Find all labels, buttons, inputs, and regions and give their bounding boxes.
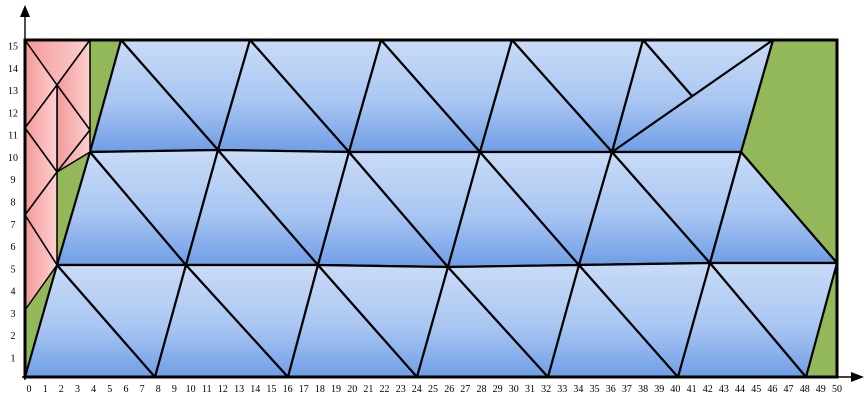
x-tick-label: 14 bbox=[250, 384, 260, 395]
x-tick-label: 16 bbox=[283, 384, 293, 395]
x-tick-label: 8 bbox=[156, 384, 161, 395]
x-tick-label: 24 bbox=[412, 384, 422, 395]
y-tick-label: 7 bbox=[11, 220, 16, 231]
x-tick-label: 20 bbox=[347, 384, 357, 395]
blue-triangle-35 bbox=[708, 261, 839, 379]
x-tick-label: 41 bbox=[687, 384, 697, 395]
x-tick-label: 37 bbox=[622, 384, 632, 395]
x-tick-label: 49 bbox=[816, 384, 826, 395]
x-tick-label: 19 bbox=[331, 384, 341, 395]
x-tick-label: 32 bbox=[541, 384, 551, 395]
y-tick-label: 6 bbox=[11, 242, 16, 253]
x-axis-ticks: 0 1 2 3 4 5 6 7 8 9 10 11 12 13 14 15 16 17 18 19 20 21 22 23 24… bbox=[27, 384, 843, 395]
y-tick-label: 13 bbox=[8, 86, 18, 97]
x-tick-label: 10 bbox=[186, 384, 196, 395]
y-tick-label: 14 bbox=[8, 64, 18, 75]
y-tick-label: 9 bbox=[11, 175, 16, 186]
x-tick-label: 31 bbox=[525, 384, 535, 395]
x-tick-label: 25 bbox=[428, 384, 438, 395]
x-tick-label: 0 bbox=[27, 384, 32, 395]
x-tick-label: 22 bbox=[380, 384, 390, 395]
y-tick-label: 2 bbox=[11, 331, 16, 342]
x-tick-label: 42 bbox=[703, 384, 713, 395]
y-tick-label: 1 bbox=[11, 354, 16, 365]
x-tick-label: 45 bbox=[751, 384, 761, 395]
y-tick-label: 5 bbox=[11, 264, 16, 275]
x-tick-label: 17 bbox=[299, 384, 309, 395]
x-tick-label: 36 bbox=[606, 384, 616, 395]
x-tick-label: 5 bbox=[107, 384, 112, 395]
x-tick-label: 35 bbox=[590, 384, 600, 395]
x-tick-label: 7 bbox=[140, 384, 145, 395]
y-tick-label: 12 bbox=[8, 108, 18, 119]
x-tick-label: 44 bbox=[735, 384, 745, 395]
x-tick-label: 46 bbox=[767, 384, 777, 395]
x-tick-label: 15 bbox=[266, 384, 276, 395]
x-tick-label: 29 bbox=[493, 384, 503, 395]
x-tick-label: 3 bbox=[75, 384, 80, 395]
x-tick-label: 34 bbox=[573, 384, 583, 395]
y-tick-label: 10 bbox=[8, 153, 18, 164]
x-tick-label: 1 bbox=[43, 384, 48, 395]
x-tick-label: 38 bbox=[638, 384, 648, 395]
x-tick-label: 18 bbox=[315, 384, 325, 395]
x-tick-label: 4 bbox=[91, 384, 96, 395]
x-tick-label: 2 bbox=[59, 384, 64, 395]
y-tick-label: 3 bbox=[11, 309, 16, 320]
axes bbox=[20, 5, 864, 382]
x-tick-label: 21 bbox=[363, 384, 373, 395]
x-tick-label: 40 bbox=[670, 384, 680, 395]
x-tick-label: 9 bbox=[172, 384, 177, 395]
x-tick-label: 39 bbox=[654, 384, 664, 395]
x-tick-label: 12 bbox=[218, 384, 228, 395]
x-tick-label: 50 bbox=[832, 384, 842, 395]
y-tick-label: 15 bbox=[8, 42, 18, 53]
x-tick-label: 6 bbox=[124, 384, 129, 395]
y-tick-label: 8 bbox=[11, 198, 16, 209]
x-tick-label: 30 bbox=[509, 384, 519, 395]
x-tick-label: 11 bbox=[202, 384, 212, 395]
y-axis-arrow bbox=[20, 5, 30, 17]
x-tick-label: 23 bbox=[396, 384, 406, 395]
pink-triangle-mesh bbox=[24, 39, 91, 311]
pink-triangle-7 bbox=[56, 129, 91, 173]
x-tick-label: 48 bbox=[800, 384, 810, 395]
x-tick-label: 28 bbox=[477, 384, 487, 395]
y-tick-label: 11 bbox=[8, 131, 18, 142]
x-tick-label: 27 bbox=[460, 384, 470, 395]
triangle-mesh bbox=[23, 38, 839, 379]
x-tick-label: 33 bbox=[557, 384, 567, 395]
x-tick-label: 47 bbox=[784, 384, 794, 395]
x-tick-label: 26 bbox=[444, 384, 454, 395]
x-tick-label: 43 bbox=[719, 384, 729, 395]
y-tick-label: 4 bbox=[11, 287, 16, 298]
x-tick-label: 13 bbox=[234, 384, 244, 395]
x-axis-arrow bbox=[851, 372, 864, 382]
